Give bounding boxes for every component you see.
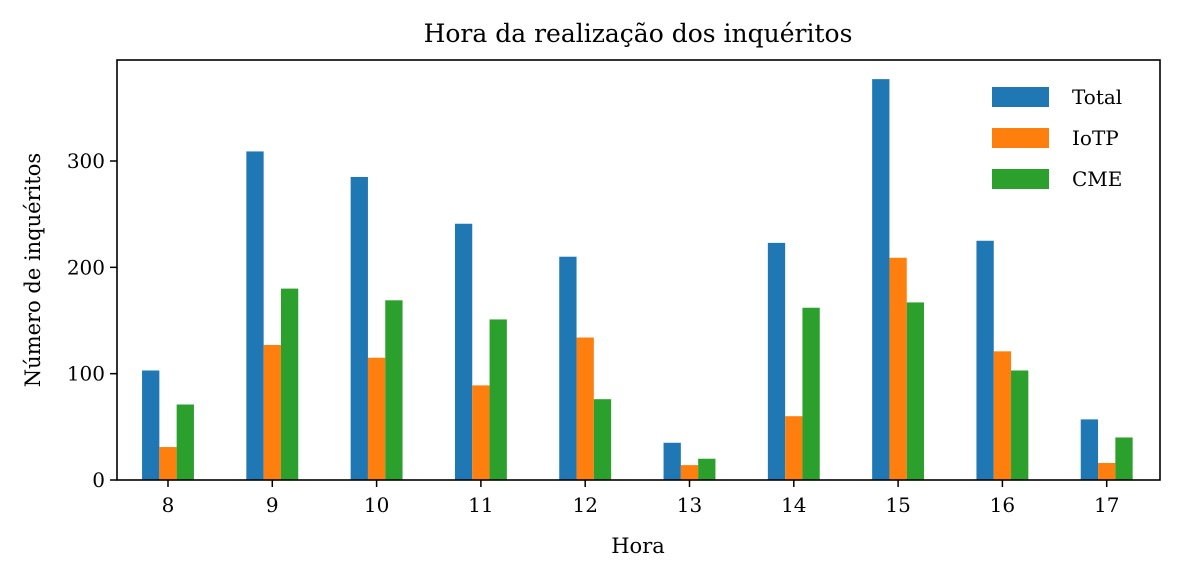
bar-cme-10 <box>385 300 403 480</box>
bar-iotp-16 <box>993 351 1012 480</box>
bar-cme-13 <box>698 458 716 480</box>
bar-cme-8 <box>176 404 194 480</box>
legend-label-iotp: IoTP <box>1072 126 1119 150</box>
bar-iotp-9 <box>263 344 281 480</box>
bar-cme-15 <box>906 302 925 480</box>
bar-iotp-12 <box>576 337 594 480</box>
x-tick-label: 8 <box>162 493 175 517</box>
bar-total-15 <box>872 79 890 480</box>
bar-cme-9 <box>280 288 299 480</box>
bar-cme-12 <box>593 399 612 480</box>
bar-iotp-8 <box>159 447 177 480</box>
x-tick-label: 13 <box>677 493 702 517</box>
bar-total-10 <box>350 176 368 480</box>
bar-total-9 <box>246 151 264 480</box>
legend-swatch-cme <box>992 169 1049 189</box>
x-tick-label: 10 <box>364 493 389 517</box>
bar-total-14 <box>767 242 786 480</box>
bar-iotp-15 <box>889 257 907 480</box>
x-axis: 8 9 10 11 12 13 14 15 16 17 <box>162 480 1119 517</box>
bar-cme-17 <box>1115 437 1133 480</box>
bar-cme-14 <box>802 307 820 480</box>
y-tick-label: 100 <box>67 362 105 386</box>
y-axis-label: Número de inquéritos <box>21 153 45 387</box>
x-tick-label: 12 <box>572 493 597 517</box>
x-axis-label: Hora <box>611 534 665 558</box>
plot-frame <box>116 59 1161 481</box>
bar-total-8 <box>142 370 160 480</box>
x-tick-label: 14 <box>781 493 806 517</box>
legend-label-cme: CME <box>1072 167 1122 191</box>
legend-swatch-iotp <box>992 128 1049 148</box>
bar-iotp-10 <box>367 357 386 480</box>
y-tick-label: 0 <box>92 468 105 492</box>
x-tick-label: 17 <box>1094 493 1119 517</box>
bar-iotp-11 <box>472 385 490 480</box>
bar-iotp-14 <box>785 416 803 480</box>
bar-cme-11 <box>489 319 507 480</box>
legend-swatch-total <box>992 87 1049 107</box>
legend: Total IoTP CME <box>992 85 1122 191</box>
x-tick-label: 16 <box>990 493 1015 517</box>
bar-total-11 <box>454 223 473 480</box>
x-tick-label: 11 <box>468 493 493 517</box>
bar-total-16 <box>976 240 994 480</box>
chart-title: Hora da realização dos inquéritos <box>424 19 853 48</box>
bar-iotp-17 <box>1098 462 1116 480</box>
bar-iotp-13 <box>680 465 699 480</box>
bar-cme-16 <box>1011 370 1029 480</box>
legend-label-total: Total <box>1072 85 1122 109</box>
bar-total-17 <box>1080 419 1099 480</box>
bar-total-12 <box>559 256 577 480</box>
x-tick-label: 15 <box>885 493 910 517</box>
y-tick-label: 200 <box>67 255 105 279</box>
y-tick-label: 300 <box>67 149 105 173</box>
bar-total-13 <box>663 442 681 480</box>
bars-layer <box>142 79 1133 480</box>
x-tick-label: 9 <box>266 493 279 517</box>
y-axis: 0 100 200 300 <box>67 149 117 492</box>
